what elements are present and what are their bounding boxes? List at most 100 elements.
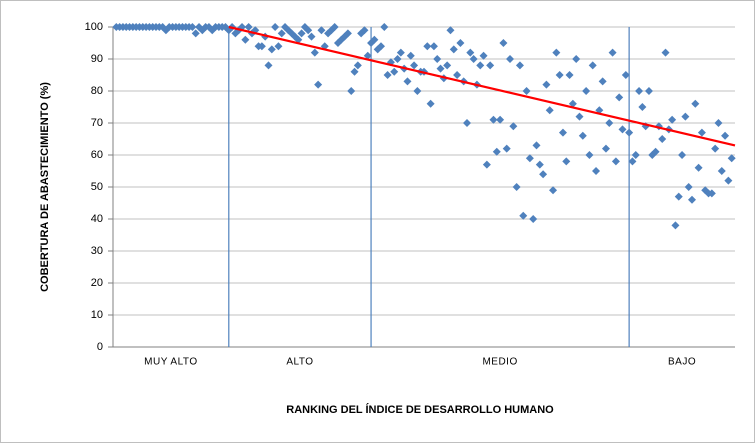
point: [393, 55, 402, 63]
y-tick-label: 80: [91, 85, 103, 97]
point: [618, 125, 627, 134]
point: [592, 167, 601, 175]
point: [519, 211, 528, 220]
point: [482, 160, 491, 169]
point: [330, 23, 339, 31]
point: [370, 35, 379, 44]
y-tick-label: 40: [91, 213, 103, 225]
point: [307, 32, 316, 41]
point: [469, 55, 478, 63]
point: [489, 115, 498, 124]
point: [661, 48, 670, 57]
point: [578, 131, 587, 140]
point: [350, 67, 359, 76]
point: [188, 23, 197, 31]
point: [267, 45, 276, 54]
point: [264, 61, 273, 70]
point: [628, 157, 637, 166]
point: [611, 157, 620, 166]
group-label: BAJO: [668, 357, 696, 368]
y-tick-label: 20: [91, 277, 103, 289]
point: [588, 61, 597, 70]
point: [360, 26, 369, 35]
point: [509, 122, 518, 131]
point: [525, 154, 534, 163]
point: [697, 128, 706, 137]
point: [522, 87, 531, 95]
point: [241, 35, 250, 44]
point: [608, 48, 617, 57]
point: [191, 29, 200, 38]
point: [277, 29, 286, 38]
point: [621, 71, 630, 79]
point: [244, 23, 253, 31]
point: [529, 215, 538, 223]
point: [363, 51, 372, 60]
point: [717, 167, 726, 175]
point: [446, 26, 455, 35]
point: [694, 163, 703, 172]
point: [410, 61, 419, 70]
point: [310, 48, 319, 57]
point: [231, 29, 240, 38]
point: [297, 29, 306, 38]
point: [678, 151, 687, 159]
point: [691, 99, 700, 108]
point: [499, 39, 508, 47]
point: [535, 160, 544, 169]
point: [727, 154, 736, 163]
point: [449, 45, 458, 54]
point: [406, 51, 415, 60]
point: [383, 71, 392, 79]
point: [443, 61, 452, 70]
x-axis-label: RANKING DEL ÍNDICE DE DESARROLLO HUMANO: [286, 403, 554, 416]
y-tick-label: 100: [85, 21, 103, 33]
point: [317, 26, 326, 35]
point: [476, 61, 485, 70]
y-tick-label: 0: [97, 341, 103, 353]
point: [380, 23, 389, 31]
point: [598, 77, 607, 86]
point: [721, 131, 730, 140]
group-label: MUY ALTO: [144, 357, 197, 368]
point: [625, 128, 634, 137]
point: [644, 87, 653, 95]
point: [314, 80, 323, 89]
point: [453, 71, 462, 79]
trendline: [228, 25, 736, 147]
point: [687, 195, 696, 204]
point: [456, 39, 465, 47]
point: [304, 26, 313, 35]
group-label: ALTO: [286, 357, 313, 368]
point: [575, 112, 584, 121]
point: [601, 144, 610, 153]
point: [552, 48, 561, 57]
point: [423, 42, 432, 51]
point: [555, 71, 564, 79]
point: [562, 157, 571, 166]
point: [324, 29, 333, 38]
point: [684, 183, 693, 191]
point: [466, 48, 475, 57]
point: [347, 87, 356, 95]
point: [671, 221, 680, 230]
point: [357, 29, 366, 38]
point: [631, 151, 640, 159]
point: [539, 170, 548, 179]
point: [502, 144, 511, 153]
point: [572, 55, 581, 63]
point: [724, 176, 733, 185]
point: [714, 119, 723, 127]
point: [274, 42, 283, 51]
point: [390, 67, 399, 76]
point: [545, 106, 554, 115]
point: [463, 119, 472, 127]
point: [565, 71, 574, 79]
point: [638, 103, 647, 111]
point: [542, 80, 551, 89]
point: [512, 183, 521, 191]
point: [492, 147, 501, 156]
point: [413, 87, 422, 95]
